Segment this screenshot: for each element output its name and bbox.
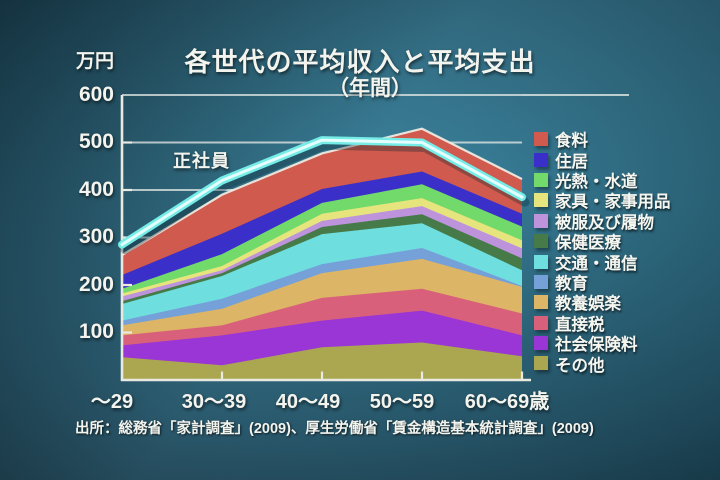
- legend-label: 教養娯楽: [555, 295, 621, 314]
- y-tick-500: 500: [78, 130, 114, 153]
- legend-swatch: [534, 193, 548, 208]
- y-tick-600: 600: [78, 83, 114, 106]
- legend-item: 住居: [534, 149, 716, 171]
- source-citation: 出所：総務省「家計調査」(2009)、厚生労働省「賃金構造基本統計調査」(200…: [75, 421, 594, 437]
- legend-label: その他: [555, 356, 605, 375]
- y-axis-unit-label: 万円: [75, 51, 114, 72]
- y-tick-400: 400: [78, 178, 114, 201]
- legend-swatch: [534, 152, 548, 167]
- legend-swatch: [534, 213, 548, 228]
- legend-item: 保健医療: [534, 231, 716, 253]
- x-tick-30s: 30～39: [181, 391, 247, 413]
- y-tick-200: 200: [78, 273, 114, 296]
- legend-item: その他: [534, 353, 716, 375]
- legend-swatch: [534, 172, 548, 187]
- x-tick-20s: ～29: [90, 391, 134, 413]
- legend-item: 光熱・水道: [534, 170, 716, 191]
- legend-swatch: [534, 295, 548, 310]
- legend-item: 教育: [534, 272, 716, 293]
- legend-label: 光熱・水道: [555, 172, 638, 191]
- legend-label: 教育: [555, 274, 588, 293]
- legend-label: 住居: [555, 152, 588, 171]
- x-tick-50s: 50～59: [369, 391, 435, 413]
- legend-swatch: [534, 315, 548, 330]
- legend-item: 食料: [534, 129, 716, 151]
- top-gridline-extension: [522, 94, 629, 96]
- stacked-area-chart: [118, 94, 531, 382]
- legend-item: 家具・家事用品: [534, 190, 716, 212]
- income-line-label: 正社員: [173, 151, 230, 171]
- x-tick-40s: 40～49: [275, 391, 341, 413]
- legend-swatch: [534, 254, 548, 269]
- legend-swatch: [534, 274, 548, 289]
- x-tick-60s: 60～69歳: [464, 391, 550, 413]
- y-tick-100: 100: [78, 320, 114, 343]
- legend-item: 交通・通信: [534, 251, 716, 273]
- legend-label: 食料: [555, 132, 588, 151]
- legend-label: 直接税: [555, 315, 605, 334]
- chart-legend: 食料 住居 光熱・水道家具・家事用品 被服及び履物 保健医療 交通・通信 教育教養娯楽 直接税…: [534, 129, 716, 375]
- legend-swatch: [534, 356, 548, 371]
- y-tick-300: 300: [78, 225, 114, 248]
- chart-title: 各世代の平均収入と平均支出: [184, 47, 536, 77]
- legend-item: 社会保険料: [534, 333, 716, 355]
- legend-swatch: [534, 132, 548, 147]
- legend-label: 被服及び履物: [555, 213, 654, 232]
- legend-item: 教養娯楽: [534, 292, 716, 314]
- legend-label: 社会保険料: [555, 336, 638, 355]
- legend-swatch: [534, 336, 548, 351]
- legend-item: 直接税: [534, 313, 716, 334]
- chart-subtitle: （年間）: [328, 77, 412, 100]
- legend-label: 家具・家事用品: [555, 193, 671, 212]
- legend-label: 保健医療: [555, 234, 621, 253]
- legend-item: 被服及び履物: [534, 211, 716, 232]
- legend-label: 交通・通信: [555, 254, 638, 273]
- legend-swatch: [534, 234, 548, 249]
